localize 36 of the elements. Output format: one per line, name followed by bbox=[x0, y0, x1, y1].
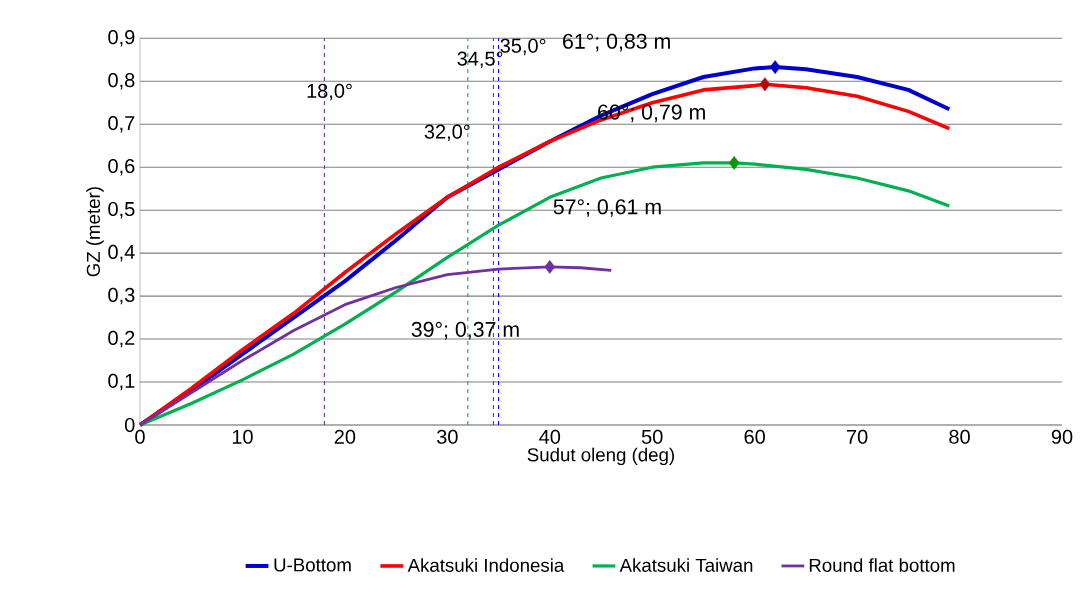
annotation: 57°; 0,61 m bbox=[553, 199, 661, 217]
x-tick-label: 70 bbox=[847, 429, 868, 444]
x-tick-label: 90 bbox=[1051, 429, 1073, 444]
ref-line-label: 18,0° bbox=[307, 83, 352, 101]
y-tick-label: 0,5 bbox=[108, 201, 135, 219]
y-axis-title: GZ (meter) bbox=[86, 187, 104, 277]
x-tick-label: 0 bbox=[135, 429, 145, 444]
annotation: 61°; 0,83 m bbox=[563, 33, 670, 52]
y-tick-label: 0,4 bbox=[108, 244, 135, 262]
x-axis-title: Sudut oleng (deg) bbox=[527, 447, 674, 466]
legend-label: Akatsuki Taiwan bbox=[619, 558, 753, 572]
point bbox=[769, 60, 781, 75]
ref-line-label: 32,0° bbox=[424, 124, 470, 142]
point bbox=[759, 77, 771, 92]
x-tick-label: 20 bbox=[334, 429, 356, 444]
y-tick-label: 0,2 bbox=[108, 330, 135, 348]
legend-label: U-Bottom bbox=[274, 558, 351, 572]
legend-label: Round flat bottom bbox=[809, 558, 955, 572]
x-tick-label: 40 bbox=[539, 429, 561, 444]
x-tick-label: 50 bbox=[641, 429, 663, 444]
point bbox=[544, 259, 556, 274]
y-tick-label: 0 bbox=[124, 417, 135, 433]
point bbox=[728, 155, 740, 170]
legend-label: Akatsuki Indonesia bbox=[407, 558, 565, 572]
y-tick-label: 0,1 bbox=[108, 373, 135, 391]
x-tick-label: 80 bbox=[949, 429, 970, 444]
y-tick-label: 0,3 bbox=[108, 287, 135, 305]
annotation: 60°; 0,79 m bbox=[598, 104, 705, 123]
x-tick-label: 30 bbox=[436, 429, 458, 444]
annotation: 39°; 0,37 m bbox=[411, 321, 519, 340]
y-tick-label: 0,9 bbox=[108, 30, 135, 47]
y-tick-label: 0,7 bbox=[108, 115, 135, 133]
x-tick-label: 60 bbox=[744, 429, 765, 444]
x-tick-label: 10 bbox=[232, 429, 253, 444]
y-tick-label: 0,6 bbox=[108, 158, 135, 176]
y-tick-label: 0,8 bbox=[108, 73, 135, 90]
